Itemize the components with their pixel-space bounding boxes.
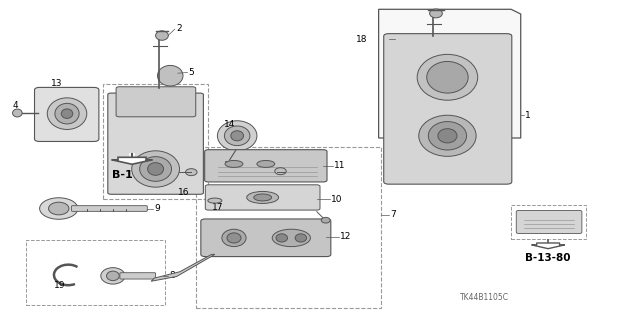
Ellipse shape (157, 65, 183, 86)
FancyBboxPatch shape (35, 87, 99, 141)
Ellipse shape (276, 234, 287, 242)
Ellipse shape (417, 54, 477, 100)
Ellipse shape (429, 9, 442, 18)
Text: 10: 10 (331, 195, 342, 204)
FancyBboxPatch shape (116, 87, 196, 117)
Text: 13: 13 (51, 79, 63, 88)
Polygon shape (379, 9, 521, 138)
Bar (196, 147, 381, 308)
Ellipse shape (222, 229, 246, 247)
Text: 8: 8 (170, 271, 175, 280)
Text: 15: 15 (286, 167, 298, 176)
Text: 1: 1 (525, 111, 531, 120)
Text: B-13-80: B-13-80 (525, 253, 571, 263)
FancyBboxPatch shape (120, 273, 156, 279)
FancyBboxPatch shape (384, 33, 512, 184)
Ellipse shape (253, 194, 271, 201)
FancyBboxPatch shape (205, 185, 320, 210)
Ellipse shape (61, 109, 73, 118)
Ellipse shape (186, 169, 197, 176)
Ellipse shape (218, 121, 257, 151)
Text: 7: 7 (390, 210, 396, 219)
Ellipse shape (47, 98, 87, 130)
Ellipse shape (419, 115, 476, 156)
Ellipse shape (428, 122, 467, 150)
Ellipse shape (272, 229, 310, 247)
FancyBboxPatch shape (201, 219, 331, 256)
Ellipse shape (156, 31, 168, 40)
Text: 19: 19 (54, 280, 65, 290)
Text: 12: 12 (340, 233, 352, 241)
Ellipse shape (55, 103, 79, 124)
Text: B-11-1: B-11-1 (111, 170, 152, 180)
Text: 9: 9 (154, 204, 160, 213)
Ellipse shape (227, 233, 241, 243)
Text: 5: 5 (188, 68, 194, 77)
Ellipse shape (231, 131, 244, 141)
Ellipse shape (438, 129, 457, 143)
Ellipse shape (49, 202, 69, 215)
Ellipse shape (148, 163, 164, 175)
FancyBboxPatch shape (108, 93, 204, 194)
Text: 16: 16 (178, 188, 189, 197)
Polygon shape (151, 254, 215, 281)
Ellipse shape (275, 168, 286, 175)
Text: 11: 11 (334, 161, 346, 170)
Bar (26, 240, 164, 305)
Ellipse shape (225, 160, 243, 167)
Ellipse shape (208, 198, 222, 203)
Polygon shape (111, 157, 152, 164)
Ellipse shape (427, 62, 468, 93)
Text: 17: 17 (212, 203, 223, 212)
FancyBboxPatch shape (72, 206, 147, 211)
Ellipse shape (225, 126, 250, 145)
Bar (511, 205, 586, 239)
Polygon shape (532, 243, 564, 249)
Ellipse shape (100, 268, 125, 284)
Text: 4: 4 (13, 100, 19, 110)
Ellipse shape (13, 109, 22, 117)
FancyBboxPatch shape (205, 150, 327, 182)
Ellipse shape (106, 271, 119, 281)
Text: 2: 2 (176, 24, 182, 33)
Ellipse shape (40, 198, 78, 219)
Bar (103, 84, 209, 199)
FancyBboxPatch shape (516, 211, 582, 234)
Ellipse shape (140, 157, 172, 181)
Ellipse shape (257, 160, 275, 167)
Text: 15: 15 (156, 169, 167, 178)
Text: TK44B1105C: TK44B1105C (460, 293, 509, 301)
Ellipse shape (132, 151, 179, 187)
Ellipse shape (321, 217, 330, 223)
Text: 14: 14 (225, 120, 236, 129)
Text: 18: 18 (356, 35, 368, 44)
Ellipse shape (246, 191, 278, 204)
Ellipse shape (295, 234, 307, 242)
